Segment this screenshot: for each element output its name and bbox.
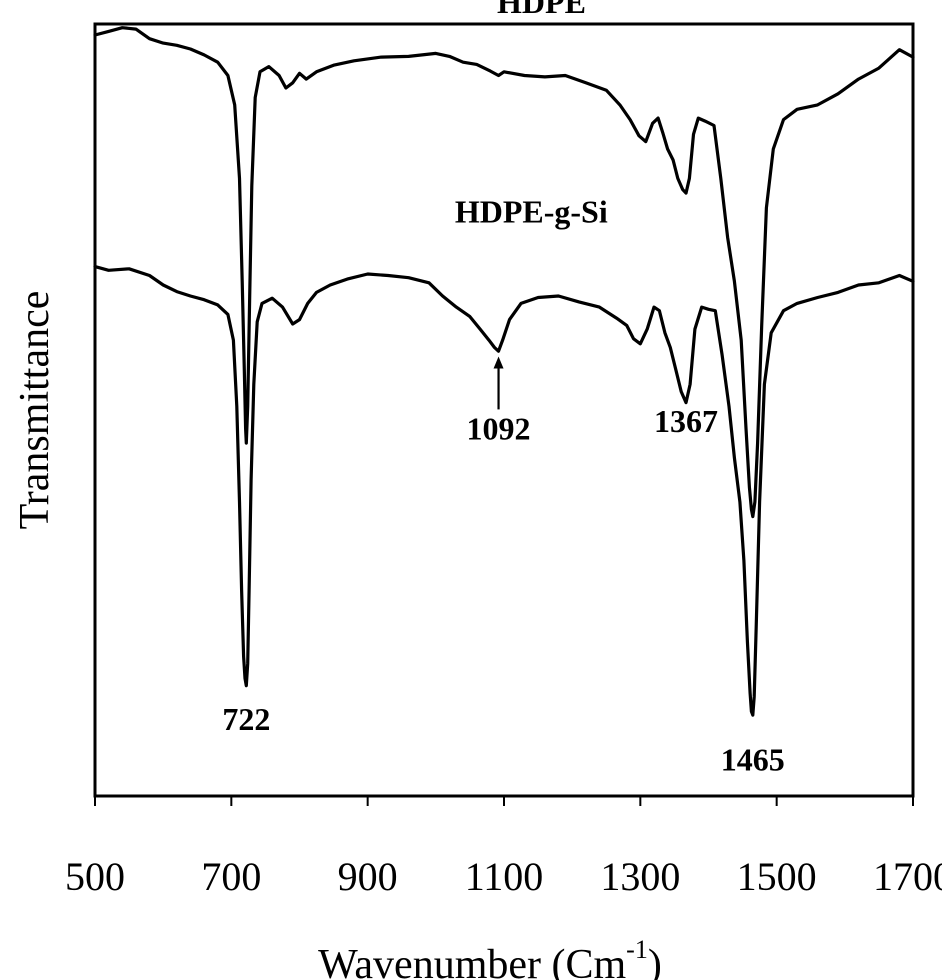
peak-label-1367: 1367 bbox=[654, 403, 718, 439]
x-axis-title: Wavenumber (Cm-1) bbox=[318, 935, 662, 980]
series-line-hdpe-g-si bbox=[93, 265, 915, 717]
x-tick-label-500: 500 bbox=[65, 854, 125, 899]
series-label-hdpe: HDPE bbox=[497, 0, 586, 20]
peak-arrow-head bbox=[493, 356, 504, 369]
peak-label-722: 722 bbox=[222, 701, 270, 737]
x-axis: 500 700 900 1100 1300 1500 1700 bbox=[65, 796, 942, 899]
x-tick-label-1100: 1100 bbox=[465, 854, 544, 899]
x-tick-label-700: 700 bbox=[201, 854, 261, 899]
y-axis-title: Transmittance bbox=[12, 291, 58, 530]
series-label-hdpe-g-si: HDPE-g-Si bbox=[455, 194, 608, 230]
x-tick-label-900: 900 bbox=[338, 854, 398, 899]
x-tick-label-1700: 1700 bbox=[873, 854, 942, 899]
x-axis-title-close: ) bbox=[648, 942, 662, 980]
series-group: HDPE HDPE-g-Si bbox=[93, 0, 915, 717]
x-axis-title-main: Wavenumber (Cm bbox=[318, 942, 626, 980]
peak-label-1092: 1092 bbox=[467, 410, 531, 446]
peak-label-1465: 1465 bbox=[721, 741, 785, 777]
x-axis-title-superscript: -1 bbox=[626, 935, 648, 964]
series-line-hdpe bbox=[93, 26, 915, 519]
x-tick-label-1300: 1300 bbox=[600, 854, 680, 899]
annotation-group: 722 1092 1367 1465 bbox=[222, 356, 785, 777]
x-tick-label-1500: 1500 bbox=[737, 854, 817, 899]
